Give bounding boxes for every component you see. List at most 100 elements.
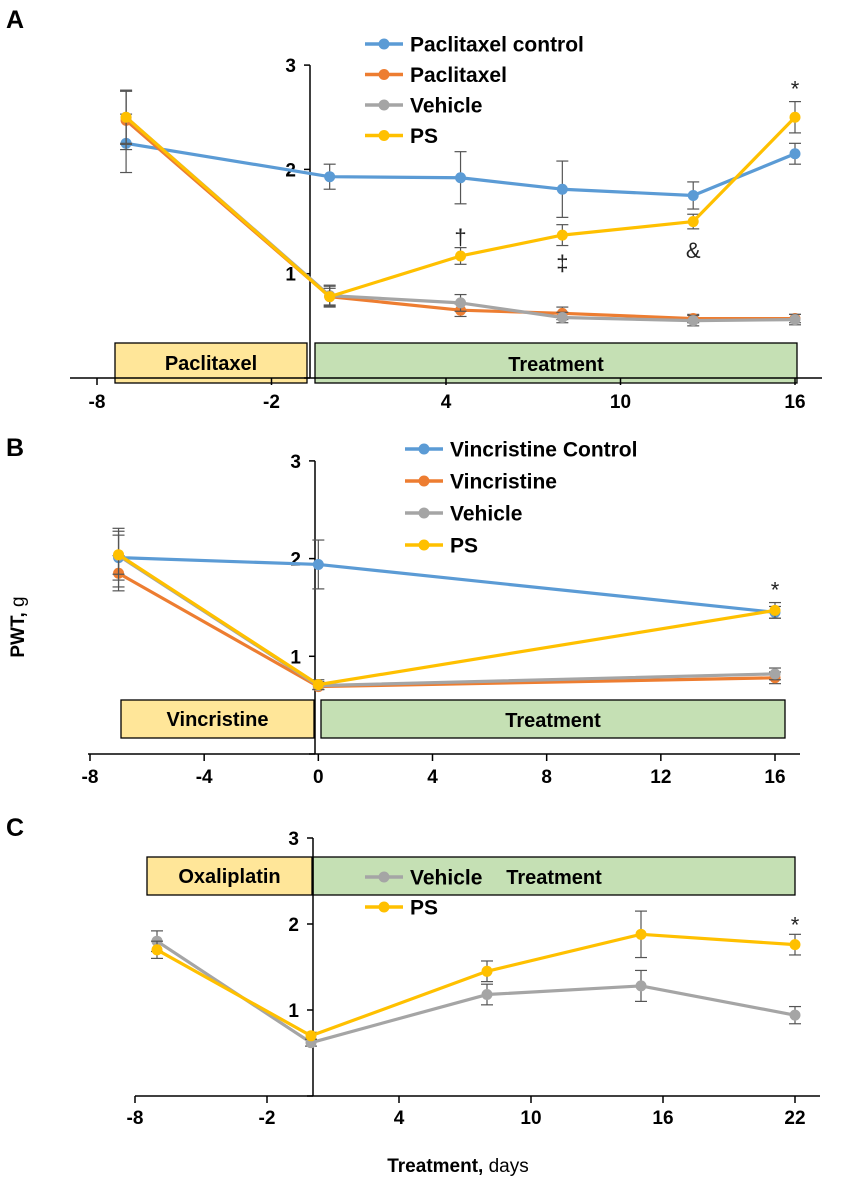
series-vincristine-control bbox=[112, 527, 781, 619]
series-ps bbox=[112, 534, 781, 691]
panel-label: A bbox=[6, 6, 24, 34]
series-vehicle bbox=[112, 530, 781, 692]
x-tick-label: -2 bbox=[259, 1108, 276, 1129]
data-point bbox=[556, 312, 568, 324]
series-line bbox=[117, 571, 776, 689]
legend-entry: Vehicle bbox=[410, 95, 482, 118]
x-tick-label: 4 bbox=[427, 767, 438, 788]
y-tick-label: 1 bbox=[285, 265, 296, 286]
significance-marker: * bbox=[791, 913, 800, 938]
legend-swatch-marker bbox=[378, 69, 390, 80]
legend-swatch-marker bbox=[378, 130, 390, 141]
data-point bbox=[312, 558, 324, 570]
significance-marker: & bbox=[686, 238, 701, 263]
y-tick-label: 1 bbox=[288, 1001, 299, 1022]
data-point bbox=[324, 171, 336, 183]
y-tick-label: 3 bbox=[288, 829, 299, 850]
x-tick-label: 4 bbox=[441, 392, 452, 413]
legend-entry: Vincristine bbox=[450, 471, 557, 494]
series-ps bbox=[120, 90, 801, 306]
series-line bbox=[118, 556, 776, 614]
legend-entry: Vehicle bbox=[410, 867, 482, 890]
data-point bbox=[481, 989, 493, 1001]
series-line bbox=[156, 939, 796, 1045]
data-point bbox=[769, 604, 781, 616]
x-tick-label: 4 bbox=[394, 1108, 405, 1129]
legend-swatch-marker bbox=[378, 901, 390, 913]
data-point bbox=[455, 172, 467, 184]
treatment-phase-label: Treatment bbox=[506, 867, 602, 889]
y-tick-label: 3 bbox=[285, 56, 296, 77]
x-tick-label: 10 bbox=[520, 1108, 541, 1129]
x-tick-label: -4 bbox=[196, 767, 213, 788]
data-point bbox=[789, 314, 801, 326]
series-vehicle bbox=[151, 930, 801, 1049]
data-point bbox=[324, 291, 336, 303]
x-tick-label: 8 bbox=[541, 767, 552, 788]
legend-entry: Paclitaxel control bbox=[410, 34, 584, 57]
data-point bbox=[769, 668, 781, 680]
induction-phase-label: Oxaliplatin bbox=[178, 866, 280, 888]
series-ps bbox=[151, 910, 801, 1042]
legend-swatch-marker bbox=[378, 38, 390, 50]
series-vehicle bbox=[120, 89, 801, 327]
series-paclitaxel-control bbox=[120, 113, 801, 218]
data-point bbox=[113, 549, 125, 561]
data-point bbox=[151, 944, 163, 956]
significance-marker: † bbox=[454, 224, 466, 249]
data-point bbox=[687, 315, 699, 327]
data-point bbox=[556, 183, 568, 195]
y-axis-title: PWT, g bbox=[8, 596, 29, 657]
legend-entry: PS bbox=[450, 535, 478, 558]
x-tick-label: -8 bbox=[89, 392, 106, 413]
x-tick-label: 0 bbox=[313, 767, 324, 788]
data-point bbox=[789, 939, 801, 951]
x-tick-label: 22 bbox=[784, 1108, 805, 1129]
significance-marker: * bbox=[771, 578, 780, 603]
x-tick-label: -8 bbox=[82, 767, 99, 788]
induction-phase-label: Paclitaxel bbox=[165, 353, 257, 375]
y-tick-label: 2 bbox=[290, 550, 301, 571]
data-point bbox=[687, 189, 699, 201]
data-point bbox=[635, 980, 647, 992]
induction-phase-box bbox=[114, 342, 308, 384]
induction-phase-label: Vincristine bbox=[167, 709, 269, 731]
series-paclitaxel bbox=[120, 90, 801, 325]
panel-c: C Oxaliplatin Treatment -8 -2 4 10 16 22 1 2 3 * Vehi… bbox=[6, 814, 820, 1129]
x-tick-label: 16 bbox=[764, 767, 785, 788]
data-point bbox=[687, 216, 699, 228]
data-point bbox=[635, 928, 647, 940]
data-point bbox=[789, 111, 801, 123]
legend-swatch-marker bbox=[378, 99, 390, 111]
induction-phase-box bbox=[146, 856, 313, 896]
legend-entry: Vehicle bbox=[450, 503, 522, 526]
induction-phase-box bbox=[120, 699, 315, 739]
treatment-phase-label: Treatment bbox=[508, 354, 604, 376]
panel-label: C bbox=[6, 814, 24, 842]
x-tick-label: 16 bbox=[652, 1108, 673, 1129]
legend-swatch-marker bbox=[418, 475, 430, 487]
legend-entry: Vincristine Control bbox=[450, 439, 637, 462]
legend-swatch-marker bbox=[418, 443, 430, 455]
legend-entry: PS bbox=[410, 125, 438, 148]
x-axis-title: Treatment, days bbox=[387, 1156, 529, 1177]
data-point bbox=[556, 229, 568, 241]
y-tick-label: 3 bbox=[290, 452, 301, 473]
treatment-phase-box bbox=[314, 342, 798, 384]
data-point bbox=[312, 679, 324, 691]
series-line bbox=[125, 141, 796, 198]
series-line bbox=[156, 932, 796, 1038]
legend-entry: PS bbox=[410, 897, 438, 920]
series-line bbox=[125, 116, 797, 299]
legend-swatch-marker bbox=[418, 539, 430, 551]
x-tick-label: 10 bbox=[610, 392, 631, 413]
x-tick-label: -8 bbox=[127, 1108, 144, 1129]
significance-marker: ‡ bbox=[556, 251, 568, 276]
panel-label: B bbox=[6, 434, 24, 462]
data-point bbox=[455, 297, 467, 309]
series-line bbox=[117, 553, 776, 687]
legend-swatch-marker bbox=[418, 507, 430, 519]
data-point bbox=[789, 1009, 801, 1021]
